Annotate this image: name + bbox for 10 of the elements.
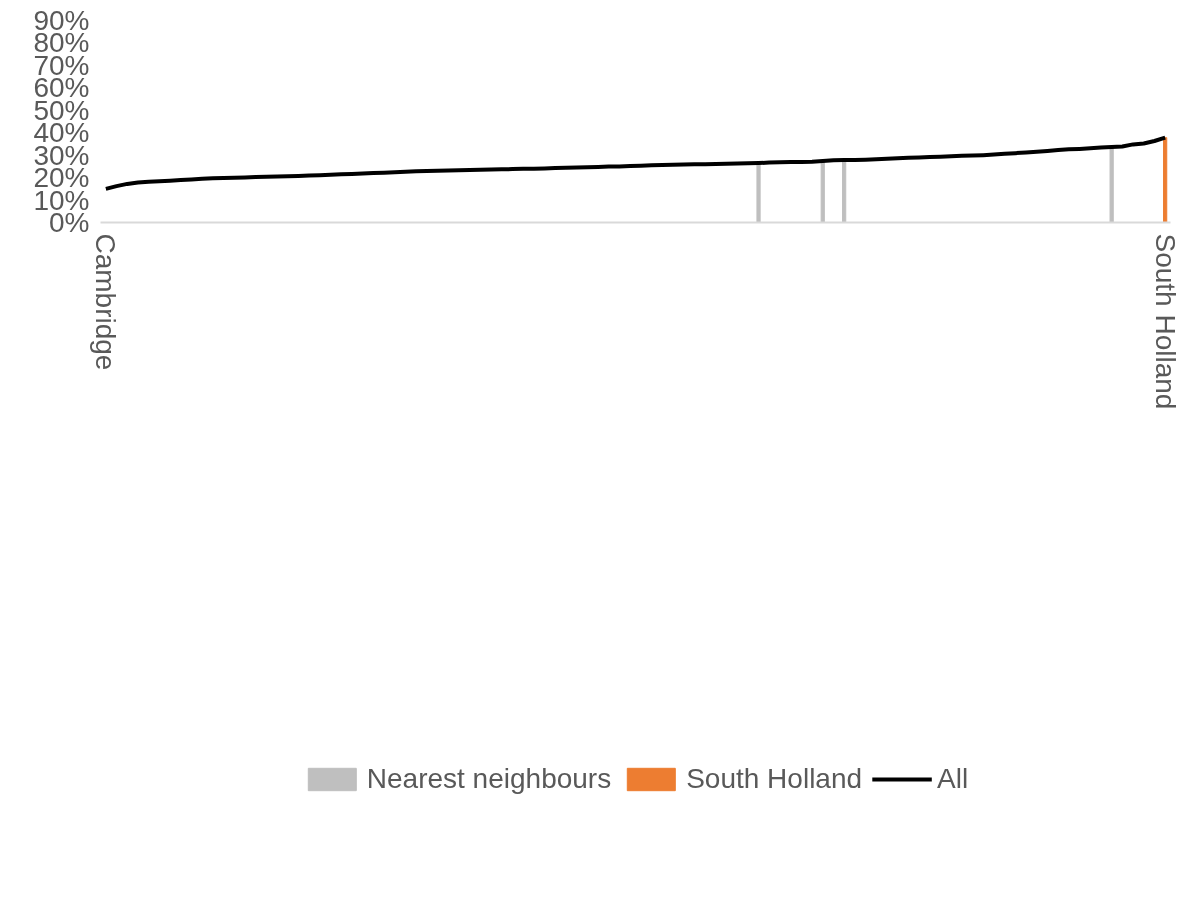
bar [1163, 137, 1168, 223]
legend-label: South Holland [686, 763, 863, 795]
legend-label: All [937, 763, 969, 795]
bar [756, 162, 761, 223]
legend-label: Nearest neighbours [366, 763, 612, 795]
bar [842, 159, 847, 223]
bar [1109, 146, 1114, 223]
line-series [103, 135, 1168, 191]
bar [820, 160, 825, 223]
x-tick-label: Cambridge [90, 233, 122, 371]
